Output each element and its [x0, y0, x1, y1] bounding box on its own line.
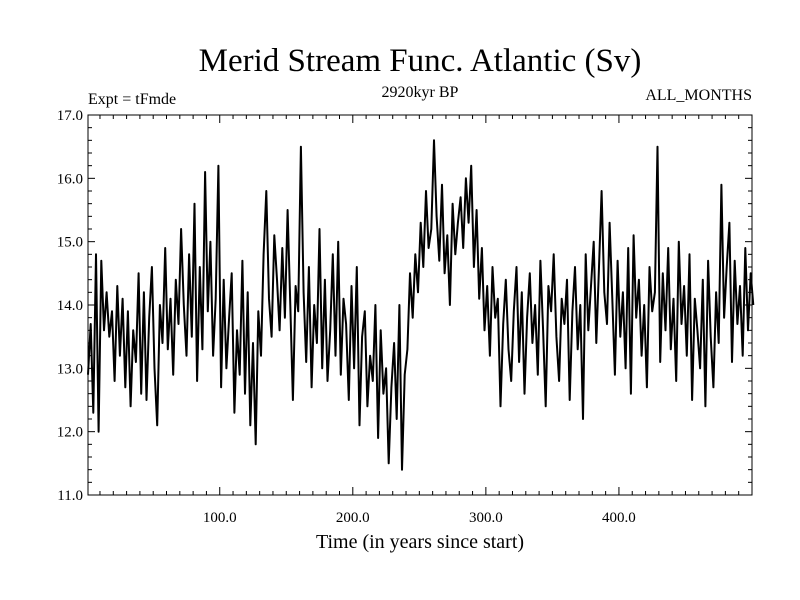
y-tick-label: 16.0	[57, 171, 83, 187]
plot-frame	[87, 114, 753, 496]
x-tick-label: 300.0	[469, 510, 503, 526]
x-tick-label: 200.0	[336, 510, 370, 526]
series-line	[87, 139, 755, 471]
period-label: 2920kyr BP	[382, 84, 459, 101]
x-tick-label: 400.0	[602, 510, 636, 526]
experiment-label: Expt = tFmde	[88, 91, 176, 108]
chart-title: Merid Stream Func. Atlantic (Sv)	[199, 43, 642, 79]
y-tick-label: 12.0	[57, 425, 83, 441]
y-tick-label: 11.0	[57, 488, 83, 504]
x-tick-label: 100.0	[203, 510, 237, 526]
y-axis-ticks: 11.0 12.0 13.0 14.0 15.0 16.0 17.0	[57, 108, 752, 504]
y-tick-label: 13.0	[57, 361, 83, 377]
months-label: ALL_MONTHS	[645, 87, 752, 104]
y-tick-label: 14.0	[57, 298, 83, 314]
y-tick-label: 17.0	[57, 108, 83, 124]
x-axis-ticks: 100.0 200.0 300.0 400.0	[99, 115, 740, 526]
x-axis-label: Time (in years since start)	[316, 531, 524, 553]
y-tick-label: 15.0	[57, 235, 83, 251]
